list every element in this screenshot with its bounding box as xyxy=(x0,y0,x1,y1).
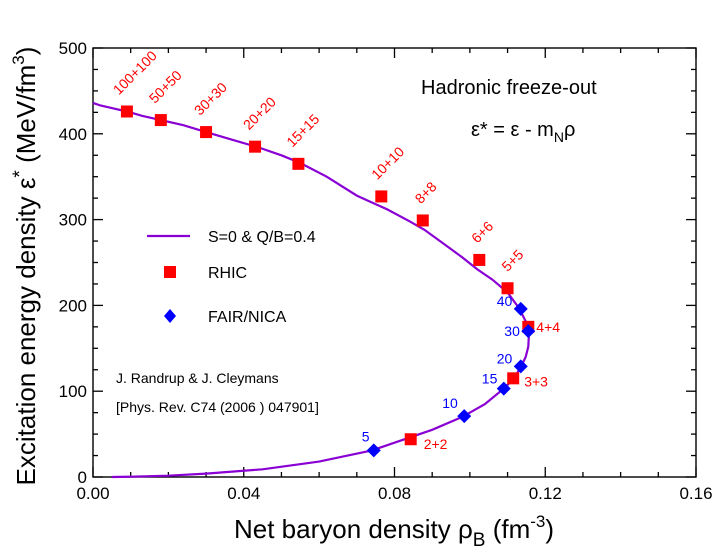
formula-rhs: ρ xyxy=(564,119,575,141)
fair-nica-label: 40 xyxy=(497,293,513,309)
fair-nica-marker xyxy=(513,301,528,316)
rhic-marker xyxy=(200,126,213,139)
fair-nica-markers xyxy=(366,301,536,458)
chart-annotation-title: Hadronic freeze-out xyxy=(421,77,597,99)
x-axis-label-unit-open: (fm xyxy=(485,514,530,544)
reference-line-2: [Phys. Rev. C74 (2006 ) 047901] xyxy=(116,399,319,415)
x-tick-label: 0.08 xyxy=(378,484,411,503)
y-axis-tick-labels: 0 100 200 300 400 500 xyxy=(59,39,87,487)
rhic-label: 20+20 xyxy=(240,94,279,133)
rhic-marker xyxy=(473,253,486,266)
y-axis-ticks xyxy=(93,47,696,478)
x-axis-label: Net baryon density ρB (fm-3) xyxy=(234,512,554,551)
rhic-markers xyxy=(120,105,535,446)
fair-nica-label: 15 xyxy=(482,371,498,387)
rhic-label: 4+4 xyxy=(536,319,560,335)
fair-nica-label: 30 xyxy=(504,323,520,339)
fair-nica-marker xyxy=(513,359,528,374)
rhic-label: 5+5 xyxy=(498,246,526,274)
y-axis-label-main: Excitation energy density ε xyxy=(11,177,41,485)
rhic-label: 2+2 xyxy=(424,436,448,452)
rhic-marker xyxy=(507,372,520,385)
y-axis-label: Excitation energy density ε* (MeV/fm3) xyxy=(9,47,41,486)
formula-annotation: ε* = ε - mNρ xyxy=(471,119,575,145)
y-tick-label: 0 xyxy=(78,468,87,487)
legend-curve-label: S=0 & Q/B=0.4 xyxy=(208,229,316,246)
y-tick-label: 100 xyxy=(59,382,87,401)
x-axis-label-unit-exp: -3 xyxy=(530,512,545,531)
rhic-label: 15+15 xyxy=(283,111,322,150)
formula-lhs: ε* = ε - m xyxy=(471,119,554,141)
x-axis-label-main: Net baryon density ρ xyxy=(234,514,473,544)
x-axis-label-unit-close: ) xyxy=(545,514,554,544)
fair-nica-label: 10 xyxy=(442,395,458,411)
legend-fair-nica-swatch xyxy=(164,309,176,323)
rhic-marker xyxy=(416,214,429,227)
rhic-label: 6+6 xyxy=(468,218,496,246)
rhic-marker xyxy=(120,105,133,118)
legend-rhic-label: RHIC xyxy=(208,265,247,282)
rhic-marker xyxy=(375,190,388,203)
rhic-marker xyxy=(249,140,262,153)
rhic-label: 50+50 xyxy=(146,67,185,106)
rhic-marker xyxy=(404,433,417,446)
fair-nica-marker xyxy=(496,381,511,396)
fair-nica-marker xyxy=(457,409,472,424)
reference-line-1: J. Randrup & J. Cleymans xyxy=(116,370,279,386)
fair-nica-label: 20 xyxy=(497,350,513,366)
rhic-marker xyxy=(154,114,167,127)
legend: S=0 & Q/B=0.4 RHIC FAIR/NICA xyxy=(147,229,316,326)
x-axis-tick-labels: 0.00 0.04 0.08 0.12 0.16 xyxy=(76,484,712,503)
y-axis-label-star: * xyxy=(10,170,31,178)
y-axis-label-unit-open: (MeV/fm xyxy=(11,65,41,170)
legend-rhic-swatch xyxy=(164,266,176,278)
formula-sub: N xyxy=(554,129,564,145)
fair-nica-marker xyxy=(521,324,536,339)
y-tick-label: 300 xyxy=(59,211,87,230)
x-tick-label: 0.16 xyxy=(679,484,712,503)
rhic-marker xyxy=(292,157,305,170)
rhic-marker xyxy=(501,282,514,295)
y-tick-label: 200 xyxy=(59,296,87,315)
x-tick-label: 0.12 xyxy=(529,484,562,503)
rhic-label: 8+8 xyxy=(412,178,440,206)
x-axis-label-sub: B xyxy=(473,530,486,551)
rhic-label: 10+10 xyxy=(368,143,407,182)
x-axis-ticks xyxy=(92,48,697,477)
y-axis-label-unit-close: ) xyxy=(11,47,41,56)
rhic-label: 30+30 xyxy=(191,79,230,118)
fair-nica-point-labels: 40 30 20 15 10 5 xyxy=(362,293,520,445)
fair-nica-label: 5 xyxy=(362,428,370,444)
legend-fair-nica-label: FAIR/NICA xyxy=(208,309,287,326)
rhic-label: 3+3 xyxy=(524,373,548,389)
series-line-curve xyxy=(92,101,531,479)
fair-nica-marker xyxy=(366,443,381,458)
y-tick-label: 400 xyxy=(59,125,87,144)
y-axis-label-unit-exp: 3 xyxy=(9,55,28,64)
x-tick-label: 0.00 xyxy=(76,484,109,503)
y-tick-label: 500 xyxy=(59,39,87,58)
x-tick-label: 0.04 xyxy=(227,484,260,503)
